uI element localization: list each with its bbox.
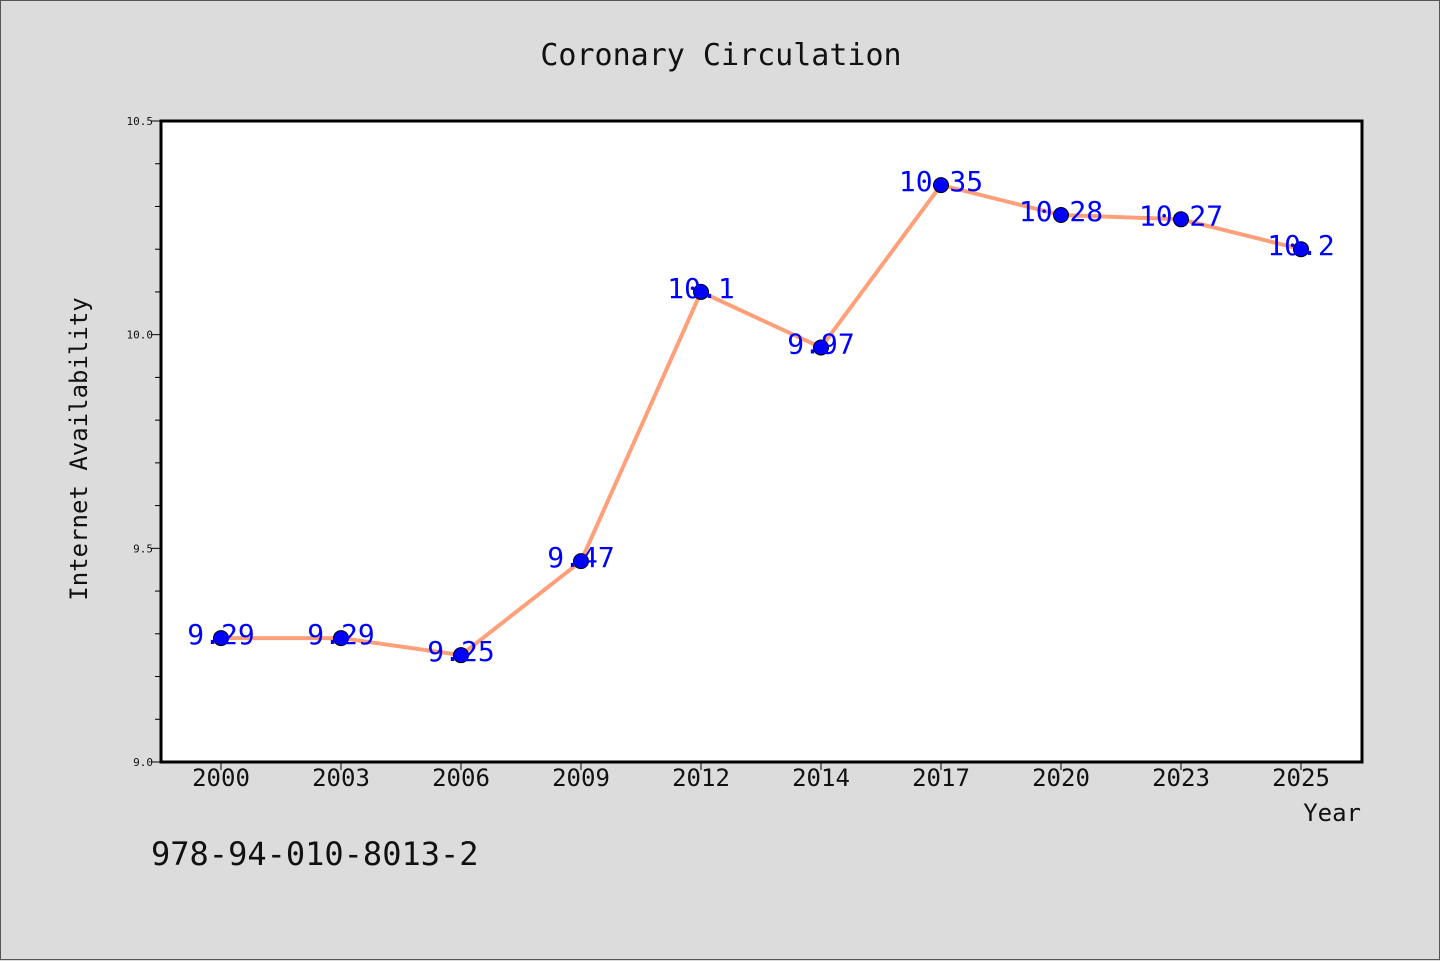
- data-point: [1173, 211, 1189, 228]
- y-axis: 9.0 9.5 10.0 10.5: [127, 115, 161, 769]
- x-tick-label: 2003: [312, 764, 370, 792]
- data-label: 9.47: [547, 541, 614, 574]
- x-tick-label: 2017: [912, 764, 970, 792]
- y-tick-label: 9.5: [133, 542, 153, 555]
- plot-area: [159, 119, 1364, 764]
- x-tick-label: 2000: [192, 764, 250, 792]
- data-point: [453, 647, 469, 664]
- data-label: 10.27: [1139, 199, 1223, 232]
- x-axis: 2000 2003 2006 2009 2012 2014 2017 2020 2023 2025: [192, 762, 1330, 792]
- y-axis-label: Internet Availability: [65, 297, 93, 600]
- y-tick-label: 9.0: [133, 756, 153, 769]
- y-tick-label: 10.5: [127, 115, 154, 128]
- footer-code: 978-94-010-8013-2: [151, 835, 479, 873]
- data-label: 10.2: [1267, 229, 1334, 262]
- data-label: 9.29: [187, 618, 254, 651]
- chart-title: Coronary Circulation: [540, 38, 901, 73]
- series-line: [221, 183, 1302, 658]
- data-point: [693, 283, 709, 300]
- data-label: 9.25: [427, 635, 494, 668]
- data-point: [573, 553, 589, 570]
- x-tick-label: 2006: [432, 764, 490, 792]
- x-tick-label: 2014: [792, 764, 850, 792]
- data-point: [813, 339, 829, 356]
- data-label: 9.29: [307, 618, 374, 651]
- x-tick-label: 2009: [552, 764, 610, 792]
- data-point: [1053, 207, 1069, 224]
- series-layer: 9.29 9.29 9.25 9.47 10.1 9.97 10.35 10.28 10.27 1…: [187, 165, 1334, 668]
- data-point: [333, 630, 349, 647]
- data-label: 9.97: [787, 327, 854, 360]
- x-tick-label: 2012: [672, 764, 730, 792]
- data-label: 10.35: [899, 165, 983, 198]
- data-point: [933, 177, 949, 194]
- x-tick-label: 2020: [1032, 764, 1090, 792]
- data-label: 10.28: [1019, 195, 1103, 228]
- data-point: [213, 630, 229, 647]
- x-axis-label: Year: [1303, 799, 1361, 827]
- x-tick-label: 2023: [1152, 764, 1210, 792]
- data-label: 10.1: [667, 272, 734, 305]
- data-point: [1293, 241, 1309, 258]
- x-tick-label: 2025: [1272, 764, 1330, 792]
- y-tick-label: 10.0: [127, 329, 154, 342]
